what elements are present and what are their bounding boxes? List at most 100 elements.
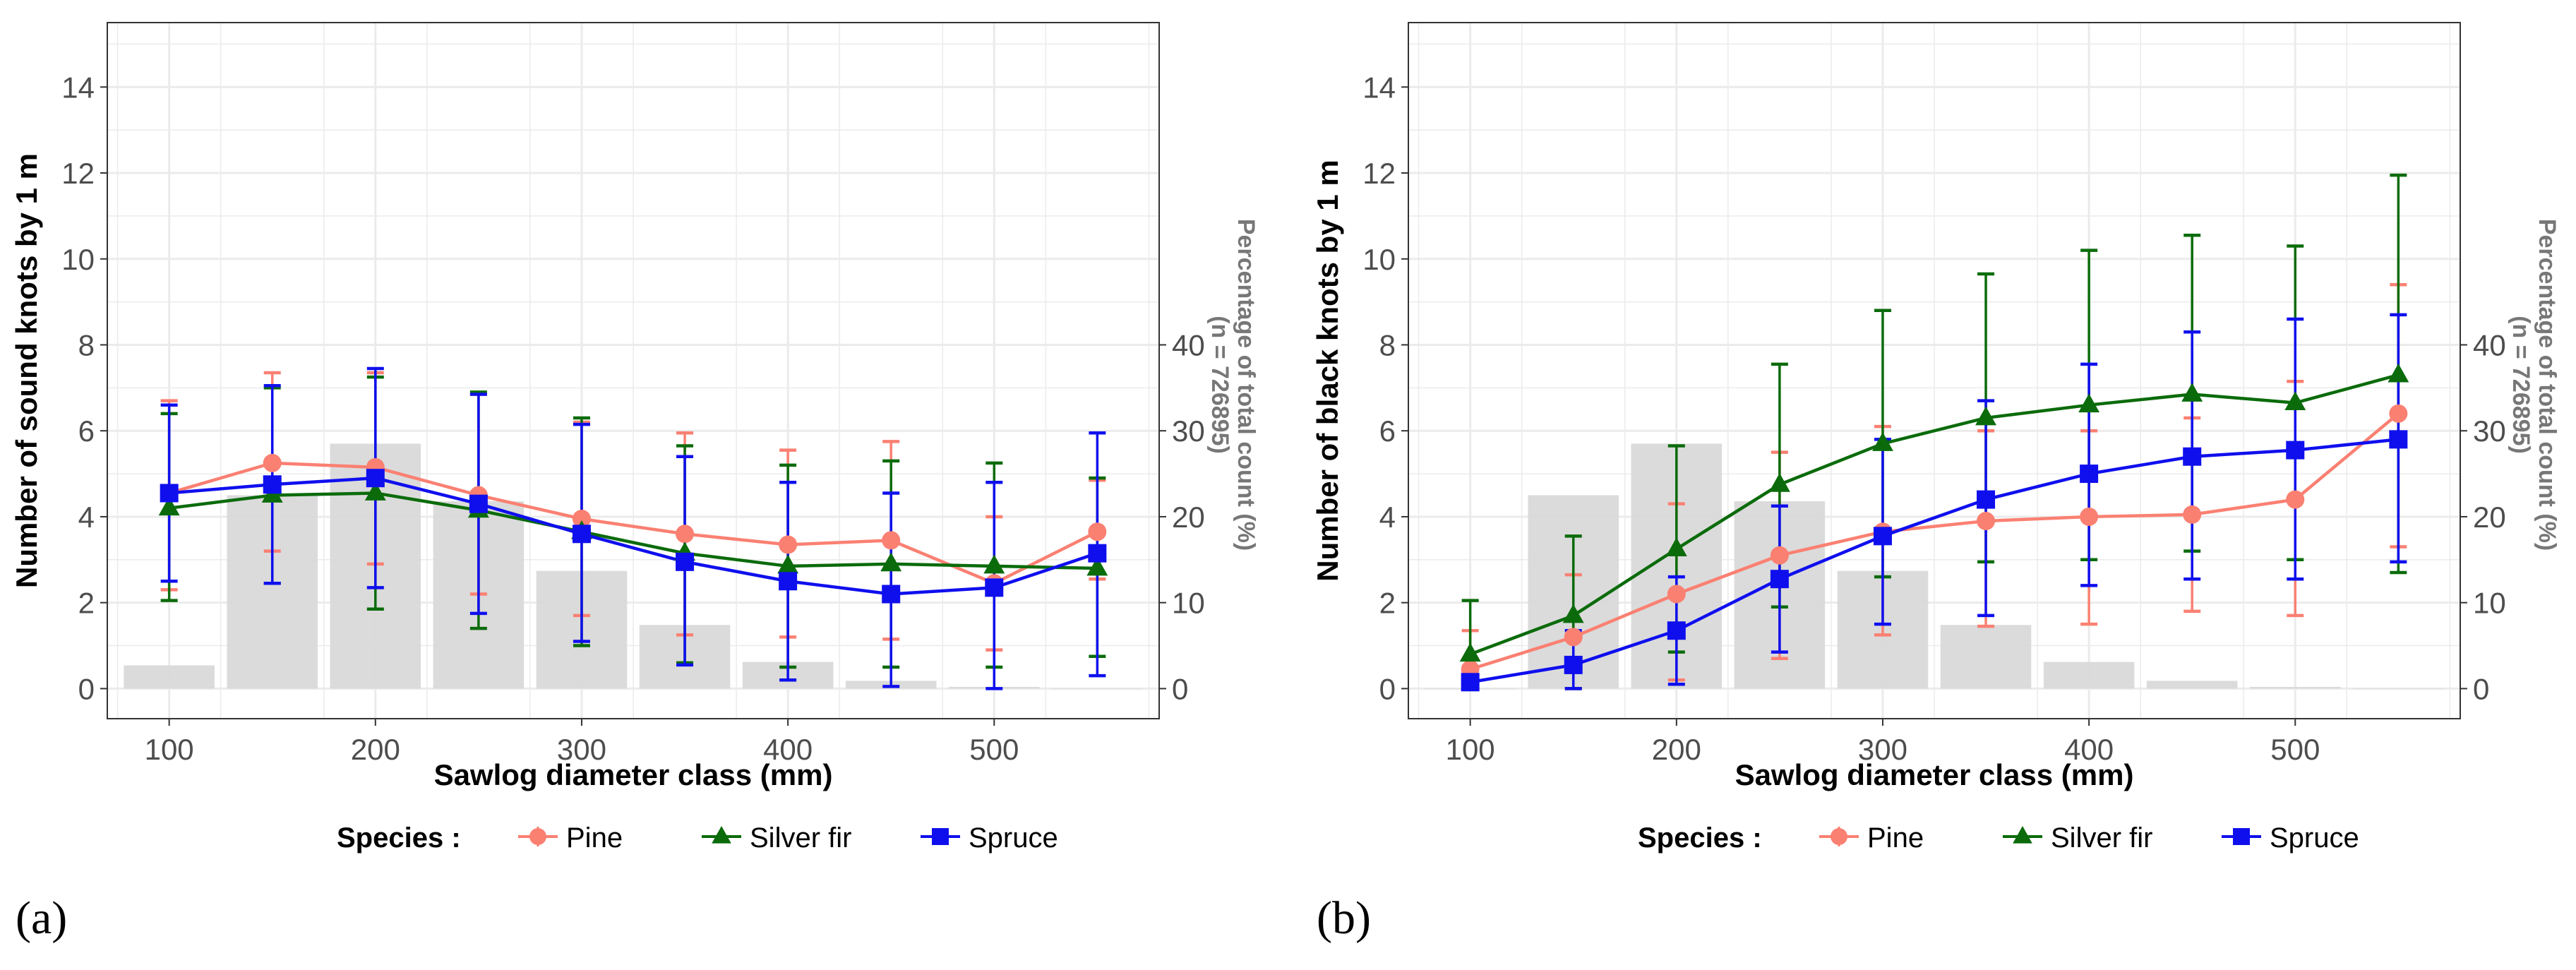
y-tick-label: 10 bbox=[61, 243, 95, 276]
y2-tick-label: 30 bbox=[1172, 414, 1205, 448]
y-tick-label: 8 bbox=[78, 328, 95, 361]
data-point bbox=[1667, 585, 1686, 604]
series-line-pine bbox=[169, 461, 1098, 585]
y2-axis-title: Percentage of total count (%) bbox=[1233, 219, 1259, 551]
y-tick-label: 4 bbox=[1379, 501, 1396, 534]
data-point bbox=[1088, 544, 1107, 563]
x-tick-label: 300 bbox=[557, 733, 606, 766]
data-point bbox=[1562, 604, 1584, 623]
data-point bbox=[2286, 490, 2305, 509]
y2-axis-subtitle: (n = 726895) bbox=[2508, 316, 2534, 454]
y-tick-label: 12 bbox=[1362, 157, 1396, 190]
data-point bbox=[2080, 507, 2099, 526]
percentage-bar bbox=[1940, 625, 2032, 689]
x-tick-label: 200 bbox=[351, 733, 400, 766]
data-point bbox=[676, 552, 695, 571]
y2-tick-label: 30 bbox=[2473, 414, 2506, 448]
x-tick-label: 400 bbox=[763, 733, 813, 766]
data-point bbox=[1975, 406, 1996, 426]
data-point bbox=[2389, 430, 2408, 449]
data-point bbox=[1770, 570, 1789, 589]
percentage-bar bbox=[2146, 681, 2238, 689]
legend-marker-spruce bbox=[2233, 828, 2250, 845]
x-tick-label: 500 bbox=[2270, 733, 2320, 766]
data-point bbox=[1461, 673, 1480, 692]
y2-tick-label: 0 bbox=[2473, 672, 2489, 705]
data-point bbox=[1667, 621, 1686, 640]
series-line-silver-fir bbox=[169, 491, 1098, 570]
data-point bbox=[263, 475, 282, 494]
y-tick-label: 14 bbox=[1362, 71, 1396, 104]
legend-label: Spruce bbox=[969, 822, 1058, 854]
x-axis-title: Sawlog diameter class (mm) bbox=[434, 758, 833, 791]
data-point bbox=[1872, 432, 1893, 451]
legend: Species : Pine Silver fir Spruce bbox=[1638, 822, 2359, 854]
data-point bbox=[2078, 393, 2100, 413]
series-line-spruce bbox=[169, 476, 1098, 596]
legend-label: Silver fir bbox=[2051, 822, 2152, 854]
y-tick-label: 6 bbox=[1379, 414, 1396, 448]
data-point bbox=[1564, 655, 1583, 674]
data-point bbox=[1770, 546, 1789, 565]
y-axis-title: Number of sound knots by 1 m bbox=[10, 153, 43, 588]
series-line-silver-fir bbox=[1469, 373, 2399, 656]
data-point bbox=[1088, 522, 1107, 541]
series-line-spruce bbox=[1470, 438, 2399, 684]
x-tick-label: 200 bbox=[1652, 733, 1701, 766]
legend-label: Pine bbox=[566, 822, 623, 854]
chart-panel-a: 0 2 4 6 8 10 12 14 0 10 20 30 40 100 200 300 400 500 Sawlo… bbox=[10, 22, 1259, 854]
x-axis-title: Sawlog diameter class (mm) bbox=[1735, 758, 2134, 791]
data-point bbox=[1768, 473, 1790, 492]
legend-marker-spruce bbox=[932, 828, 949, 845]
y-axis-title: Number of black knots by 1 m bbox=[1311, 160, 1344, 581]
grid bbox=[107, 23, 1159, 719]
data-point bbox=[777, 554, 799, 574]
legend-marker-pine bbox=[529, 828, 546, 845]
y-tick-label: 2 bbox=[1379, 587, 1396, 620]
y-tick-label: 6 bbox=[78, 414, 95, 448]
legend-title: Species : bbox=[337, 822, 461, 854]
percentage-bar bbox=[2250, 686, 2341, 689]
y-tick-label: 10 bbox=[1362, 243, 1396, 276]
x-tick-label: 300 bbox=[1858, 733, 1907, 766]
data-point bbox=[364, 481, 386, 501]
y2-tick-label: 10 bbox=[1172, 587, 1205, 620]
data-point bbox=[263, 453, 282, 472]
data-point bbox=[366, 469, 385, 488]
y2-tick-label: 40 bbox=[2473, 328, 2506, 361]
plot-frame bbox=[107, 22, 1160, 719]
plot-frame bbox=[1408, 22, 2461, 719]
data-point bbox=[882, 585, 901, 604]
y-tick-label: 0 bbox=[1379, 672, 1396, 705]
data-point bbox=[1665, 537, 1687, 556]
data-point bbox=[779, 535, 798, 554]
x-tick-label: 400 bbox=[2064, 733, 2114, 766]
y2-tick-label: 10 bbox=[2473, 587, 2506, 620]
data-point bbox=[1459, 642, 1481, 662]
y2-tick-label: 0 bbox=[1172, 672, 1188, 705]
series-line-pine bbox=[1469, 412, 2400, 671]
data-point bbox=[2080, 465, 2099, 484]
legend-marker-silver-fir bbox=[2013, 826, 2032, 844]
data-point bbox=[779, 572, 798, 591]
data-point bbox=[985, 578, 1004, 597]
data-point bbox=[572, 509, 591, 528]
y2-tick-label: 20 bbox=[2473, 501, 2506, 534]
percentage-bar bbox=[1052, 688, 1143, 690]
data-point bbox=[572, 525, 591, 544]
data-point bbox=[2388, 363, 2409, 383]
data-point bbox=[2389, 404, 2408, 423]
data-point bbox=[880, 552, 902, 572]
percentage-bar bbox=[124, 665, 215, 689]
data-point bbox=[469, 494, 488, 513]
legend-label: Pine bbox=[1867, 822, 1924, 854]
x-tick-label: 100 bbox=[145, 733, 194, 766]
percentage-bar bbox=[2043, 661, 2135, 689]
x-tick-label: 100 bbox=[1446, 733, 1495, 766]
data-point bbox=[1086, 556, 1108, 576]
y-tick-label: 2 bbox=[78, 587, 95, 620]
data-point bbox=[2183, 447, 2202, 466]
data-point bbox=[676, 525, 695, 544]
